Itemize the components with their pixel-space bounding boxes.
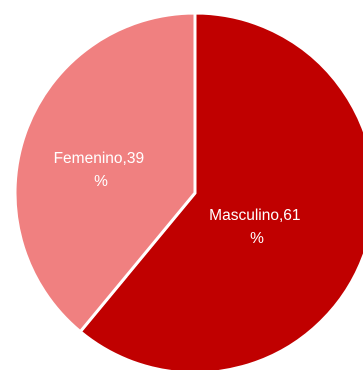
pie-slices — [13, 11, 363, 370]
pie-slice-masculino — [78, 11, 363, 370]
slice-label-masculino-line2: % — [250, 230, 264, 247]
pie-labels: Masculino,61 % Femenino,39 % — [54, 150, 305, 247]
slice-label-masculino: Masculino,61 % — [209, 207, 305, 247]
slice-label-masculino-line1: Masculino,61 — [209, 207, 300, 224]
slice-label-femenino-line1: Femenino,39 — [54, 150, 144, 167]
slice-label-femenino-line2: % — [94, 173, 108, 190]
pie-slice-femenino — [13, 11, 197, 334]
slice-label-femenino: Femenino,39 % — [54, 150, 149, 190]
